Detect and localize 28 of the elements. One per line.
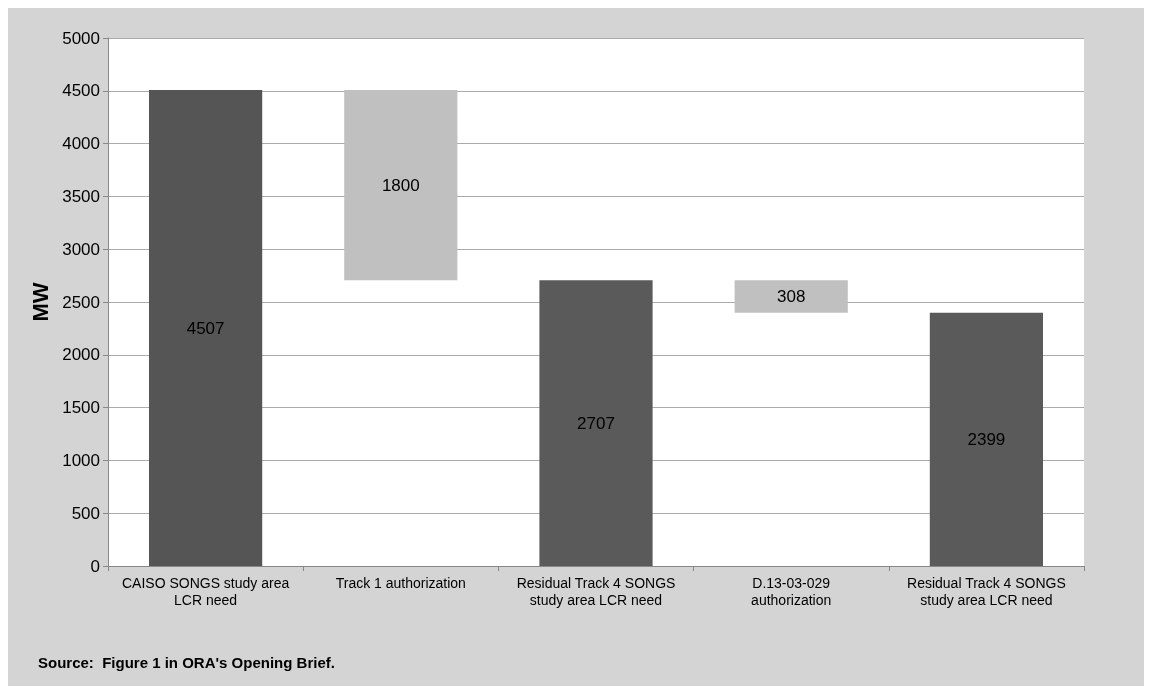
bar [734, 280, 848, 313]
bar [539, 280, 653, 566]
bar [148, 90, 263, 566]
y-tick-label: 0 [90, 556, 100, 576]
data-label: 308 [777, 286, 806, 306]
y-tick-label: 4000 [62, 134, 100, 154]
y-tick-label: 500 [71, 503, 100, 523]
bar [344, 90, 458, 281]
data-label: 2707 [577, 413, 615, 433]
y-tick-label: 3500 [62, 186, 100, 206]
bar [929, 312, 1044, 566]
y-tick-label: 4500 [62, 81, 100, 101]
y-tick-label: 5000 [62, 28, 100, 48]
data-label: 1800 [381, 175, 420, 195]
x-tick-label: D.13-03-029 authorization [751, 574, 832, 608]
source-note: Source: Figure 1 in ORA's Opening Brief. [38, 654, 335, 671]
y-tick-label: 3000 [62, 239, 100, 259]
data-label: 2399 [967, 429, 1006, 449]
x-tick-label: Residual Track 4 SONGS study area LCR need [907, 574, 1066, 608]
x-tick-label: Residual Track 4 SONGS study area LCR need [516, 574, 676, 608]
y-tick-label: 1500 [62, 398, 100, 418]
x-tick-label: Track 1 authorization [335, 574, 466, 591]
y-tick-label: 2000 [62, 345, 100, 365]
y-axis-title: MW [27, 282, 53, 322]
y-tick-label: 2500 [62, 292, 100, 312]
x-tick-label: CAISO SONGS study area LCR need [121, 574, 290, 608]
y-tick-label: 1000 [62, 450, 100, 470]
data-label: 4507 [186, 318, 225, 338]
